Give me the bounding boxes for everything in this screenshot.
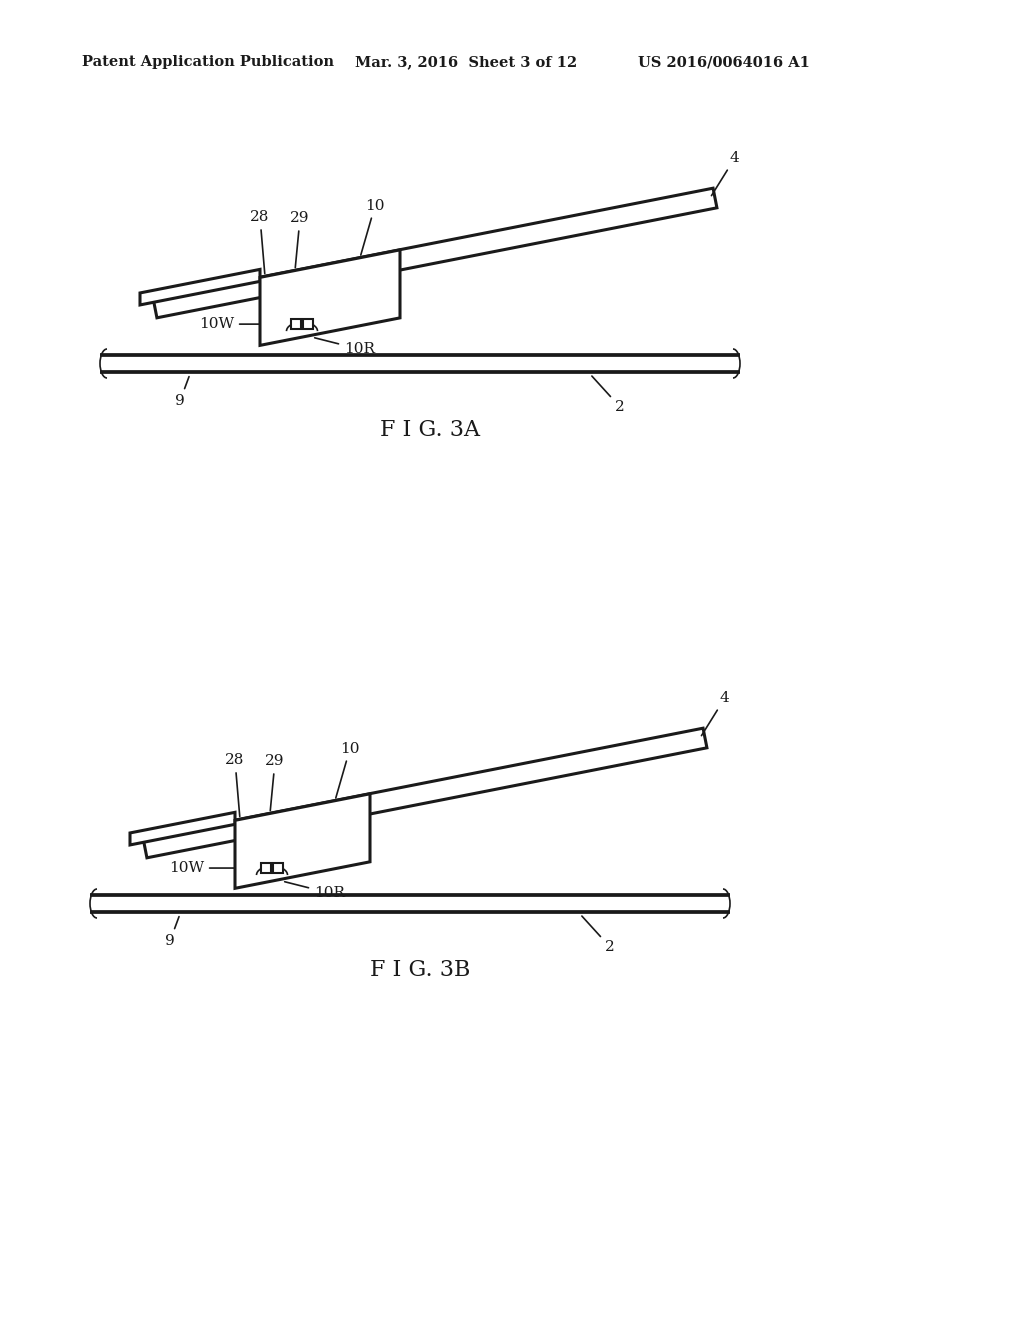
Text: 4: 4	[712, 150, 739, 195]
Text: 10W: 10W	[199, 317, 294, 331]
Text: F I G. 3A: F I G. 3A	[380, 418, 480, 441]
Text: 2: 2	[582, 916, 614, 954]
Text: 10: 10	[336, 742, 359, 799]
Text: 28: 28	[225, 754, 245, 817]
Text: F I G. 3B: F I G. 3B	[370, 960, 470, 981]
Text: 29: 29	[265, 755, 285, 810]
Text: 29: 29	[290, 211, 309, 268]
Text: 10R: 10R	[285, 882, 345, 900]
Polygon shape	[234, 793, 370, 888]
Bar	[291, 319, 301, 329]
Polygon shape	[260, 249, 400, 346]
Text: 9: 9	[175, 376, 189, 408]
Polygon shape	[140, 269, 260, 305]
Bar	[261, 863, 271, 873]
Text: 10W: 10W	[169, 861, 264, 875]
Text: 10R: 10R	[314, 338, 375, 356]
Text: 4: 4	[701, 690, 730, 735]
Text: 2: 2	[592, 376, 625, 414]
Text: US 2016/0064016 A1: US 2016/0064016 A1	[638, 55, 810, 69]
Text: 10: 10	[360, 199, 385, 255]
Polygon shape	[143, 729, 707, 858]
Text: 9: 9	[165, 916, 179, 948]
Polygon shape	[153, 189, 717, 318]
Text: Mar. 3, 2016  Sheet 3 of 12: Mar. 3, 2016 Sheet 3 of 12	[355, 55, 578, 69]
Text: Patent Application Publication: Patent Application Publication	[82, 55, 334, 69]
Bar	[273, 863, 283, 873]
Text: 28: 28	[250, 210, 269, 273]
Polygon shape	[130, 812, 234, 845]
Bar	[303, 319, 313, 329]
